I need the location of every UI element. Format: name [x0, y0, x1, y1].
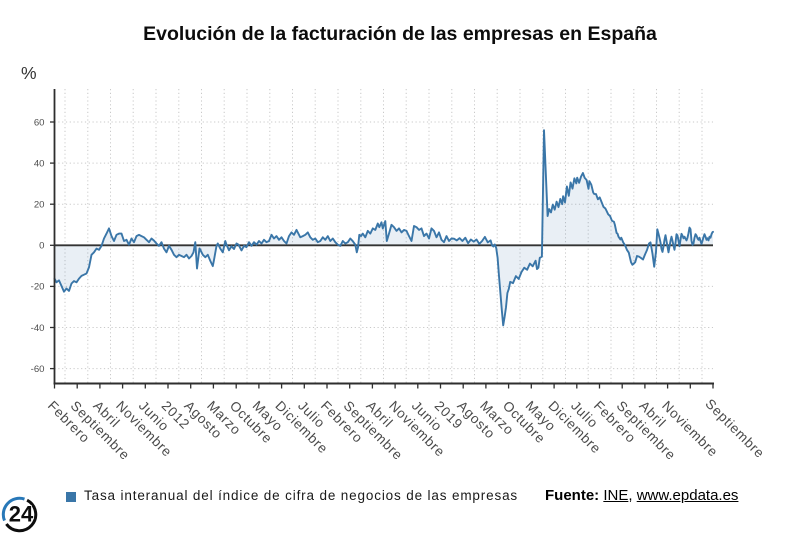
svg-text:-60: -60 — [31, 364, 45, 375]
svg-text:-20: -20 — [31, 282, 45, 293]
svg-text:0: 0 — [39, 241, 44, 252]
svg-text:60: 60 — [34, 117, 45, 128]
svg-text:-40: -40 — [31, 323, 45, 334]
svg-text:24: 24 — [9, 502, 34, 527]
svg-text:20: 20 — [34, 200, 45, 211]
svg-text:40: 40 — [34, 158, 45, 169]
